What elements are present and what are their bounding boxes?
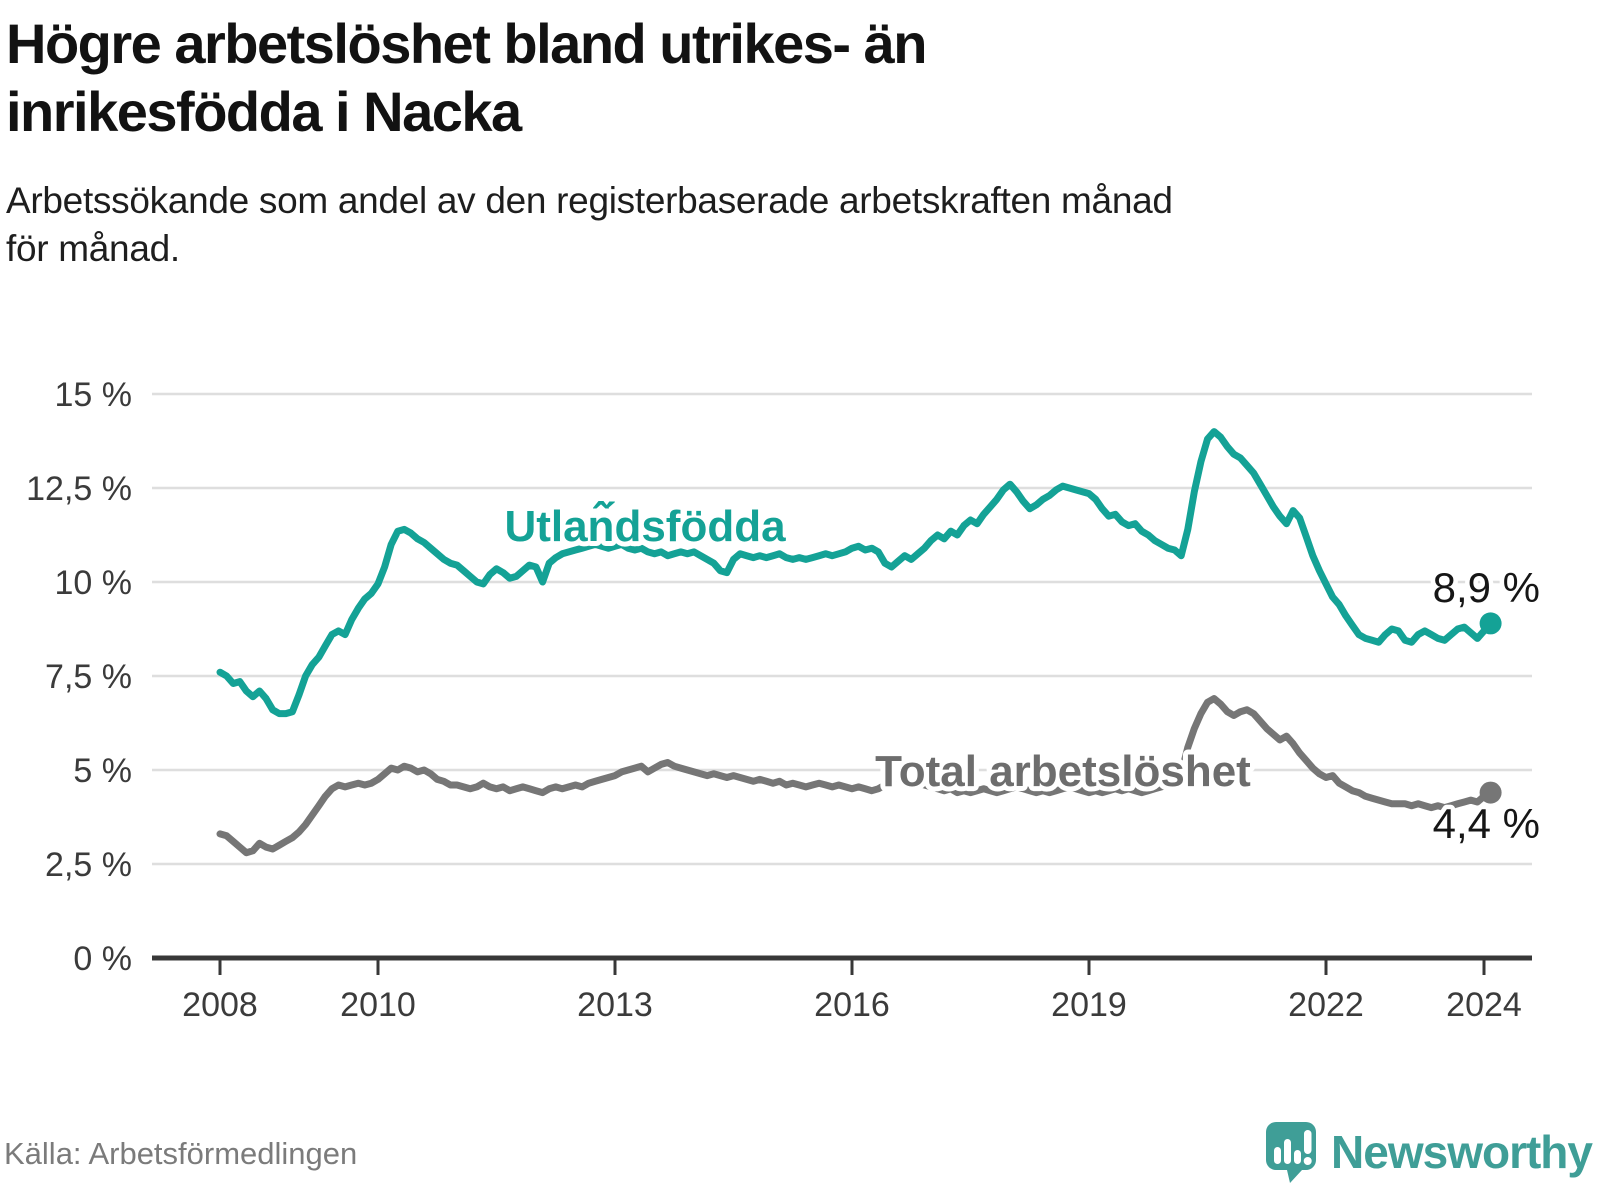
total-end-dot (1479, 781, 1502, 804)
utlandsfodda-line (216, 428, 1495, 718)
logo-bar-medium (1294, 1150, 1302, 1164)
utlandsfodda-series-label: Utlan̂́dsfödda (504, 499, 786, 551)
utlandsfodda-end-dot (1479, 612, 1502, 635)
brand-wordmark: Newsworthy (1331, 1126, 1593, 1178)
x-axis-tick-label: 2008 (182, 986, 258, 1024)
chart-title: Högre arbetslöshet bland utrikes- än inr… (6, 12, 927, 144)
utlandsfodda-value-label: 8,9 % (1433, 564, 1540, 611)
source-note: Källa: Arbetsförmedlingen (4, 1136, 358, 1171)
y-axis-tick-label: 12,5 % (26, 470, 132, 508)
y-axis-tick-label: 7,5 % (45, 658, 132, 696)
chart-subtitle: Arbetssökande som andel av den registerb… (6, 179, 1173, 270)
y-axis-tick-label: 10 % (55, 564, 133, 602)
gridlines (152, 392, 1532, 866)
x-axis-tick-label: 2022 (1288, 986, 1364, 1024)
y-axis-tick-label: 15 % (55, 376, 133, 414)
total-series-label: Total arbetslöshet (875, 747, 1251, 796)
logo-bar-small (1274, 1147, 1282, 1164)
y-axis-labels: 15 % 12,5 % 10 % 7,5 % 5 % 2,5 % 0 % (26, 376, 132, 978)
x-axis-tick-label: 2016 (814, 986, 890, 1024)
total-value-label: 4,4 % (1433, 800, 1540, 847)
y-axis-tick-label: 0 % (73, 940, 132, 978)
x-axis-ticks (218, 959, 1486, 975)
x-axis-tick-label: 2010 (340, 986, 416, 1024)
x-axis-tick-label: 2019 (1051, 986, 1127, 1024)
y-axis-tick-label: 5 % (73, 752, 132, 790)
total-line (216, 695, 1495, 857)
x-axis-labels: 2008 2010 2013 2016 2019 2022 2024 (182, 986, 1522, 1024)
logo-exclamation-bar (1304, 1130, 1312, 1154)
logo-bar-tall (1284, 1139, 1292, 1164)
newsworthy-logo-icon (1266, 1122, 1317, 1183)
brand-lockup: Newsworthy (1264, 1120, 1593, 1184)
x-axis-tick-label: 2013 (577, 986, 653, 1024)
chart-header: Högre arbetslöshet bland utrikes- än inr… (6, 10, 1566, 274)
y-axis-tick-label: 2,5 % (45, 846, 132, 884)
logo-exclamation-dot (1303, 1157, 1312, 1165)
x-axis-tick-label: 2024 (1446, 986, 1522, 1024)
